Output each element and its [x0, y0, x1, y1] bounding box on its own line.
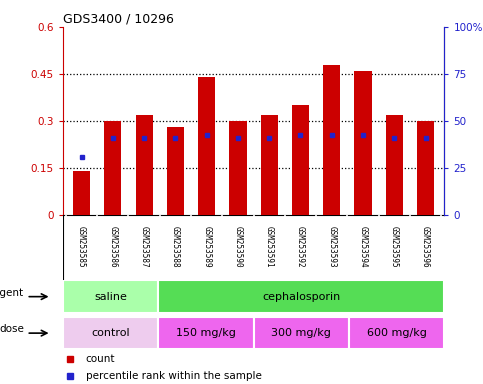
Text: GSM253591: GSM253591: [265, 225, 274, 267]
Text: GSM253588: GSM253588: [171, 225, 180, 267]
Bar: [292, 105, 309, 215]
Text: GDS3400 / 10296: GDS3400 / 10296: [63, 13, 174, 26]
Text: GSM253590: GSM253590: [233, 225, 242, 267]
Bar: [349, 317, 444, 349]
Bar: [323, 65, 341, 215]
Text: count: count: [85, 354, 115, 364]
Bar: [417, 121, 434, 215]
Text: GSM253596: GSM253596: [421, 225, 430, 267]
Text: control: control: [91, 328, 130, 338]
Bar: [198, 77, 215, 215]
Text: GSM253585: GSM253585: [77, 225, 86, 267]
Text: cephalosporin: cephalosporin: [262, 291, 341, 302]
Text: GSM253594: GSM253594: [358, 225, 368, 267]
Text: GSM253595: GSM253595: [390, 225, 399, 267]
Bar: [63, 317, 158, 349]
Bar: [386, 115, 403, 215]
Text: GSM253586: GSM253586: [108, 225, 117, 267]
Bar: [63, 280, 158, 313]
Bar: [158, 317, 254, 349]
Bar: [73, 171, 90, 215]
Bar: [261, 115, 278, 215]
Bar: [355, 71, 371, 215]
Bar: [158, 280, 444, 313]
Text: percentile rank within the sample: percentile rank within the sample: [85, 371, 262, 381]
Text: agent: agent: [0, 288, 24, 298]
Text: GSM253589: GSM253589: [202, 225, 211, 267]
Text: 600 mg/kg: 600 mg/kg: [367, 328, 426, 338]
Bar: [136, 115, 153, 215]
Text: GSM253593: GSM253593: [327, 225, 336, 267]
Bar: [104, 121, 121, 215]
Bar: [167, 127, 184, 215]
Text: saline: saline: [94, 291, 127, 302]
Bar: [254, 317, 349, 349]
Text: dose: dose: [0, 324, 24, 334]
Bar: [229, 121, 246, 215]
Text: GSM253592: GSM253592: [296, 225, 305, 267]
Text: GSM253587: GSM253587: [140, 225, 149, 267]
Text: 150 mg/kg: 150 mg/kg: [176, 328, 236, 338]
Text: 300 mg/kg: 300 mg/kg: [271, 328, 331, 338]
